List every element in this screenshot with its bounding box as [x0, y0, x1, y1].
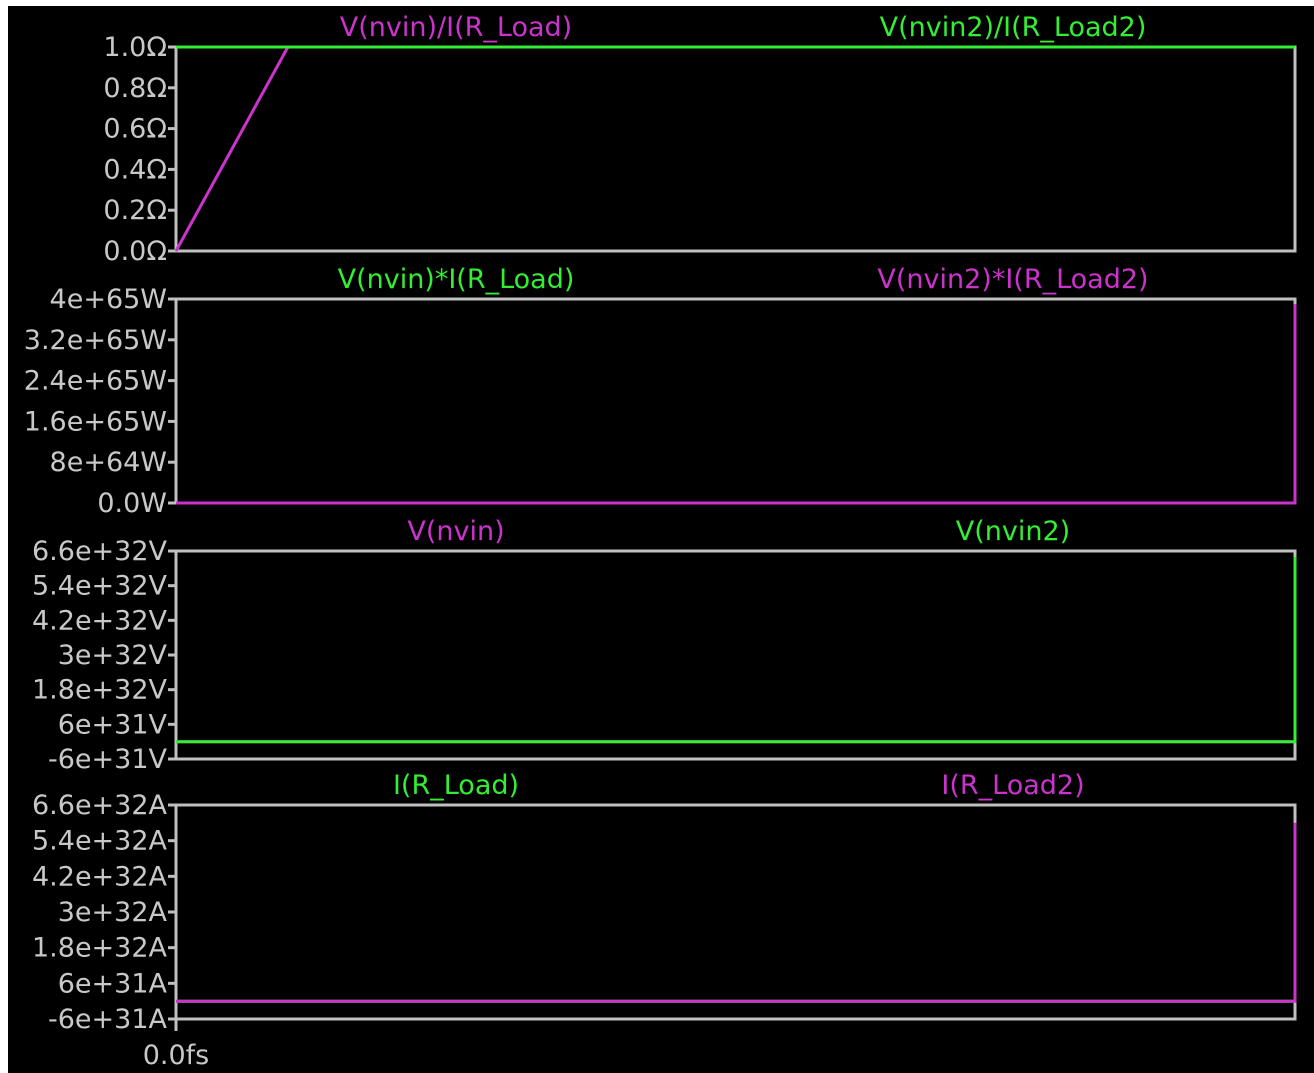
pane-1-y-tick-label: 0.6Ω — [103, 114, 167, 145]
pane-1-y-tick-label: 0.2Ω — [103, 195, 167, 226]
pane-3-y-tick-label: 4.2e+32V — [32, 605, 168, 636]
waveform-viewer: 1.0Ω 0.8Ω 0.6Ω 0.4Ω 0.2Ω 0.0Ω V(nvin)/I(R_Load… — [8, 6, 1314, 1073]
pane-2-y-tick-label: 3.2e+65W — [24, 325, 167, 356]
x-axis-tick-label: 0.0fs — [143, 1040, 210, 1071]
pane-4-y-tick-label: 6.6e+32A — [32, 790, 168, 821]
pane-1-y-tick-label: 0.4Ω — [103, 154, 167, 185]
trace-i-r-load2-[interactable] — [176, 822, 1297, 1003]
pane-4-y-tick-label: 1.8e+32A — [32, 933, 168, 964]
trace-v-nvin2-[interactable] — [176, 556, 1297, 744]
pane-3-y-tick-label: -6e+31V — [48, 744, 168, 775]
waveform-plot[interactable]: 1.0Ω 0.8Ω 0.6Ω 0.4Ω 0.2Ω 0.0Ω V(nvin)/I(R_Load… — [8, 6, 1314, 1073]
pane-4-frame[interactable] — [174, 803, 1297, 1021]
trace-label-i-r-load-[interactable]: I(R_Load) — [393, 770, 519, 801]
trace-label-v-nvin2-[interactable]: V(nvin2) — [956, 516, 1070, 547]
trace-v-nvin2-i-r-load2-[interactable] — [176, 304, 1297, 505]
pane-4-y-tick-label: -6e+31A — [48, 1004, 168, 1035]
trace-label-v-nvin-i-r-load-[interactable]: V(nvin)*I(R_Load) — [338, 264, 575, 295]
pane-2-y-tick-label: 4e+65W — [50, 284, 167, 315]
pane-1-y-tick-label: 1.0Ω — [103, 32, 167, 63]
pane-2-y-tick-label: 8e+64W — [50, 447, 167, 478]
trace-label-v-nvin2-i-r-load2-[interactable]: V(nvin2)/I(R_Load2) — [880, 12, 1147, 43]
pane-4-y-tick-label: 5.4e+32A — [32, 826, 168, 857]
pane-4-y-tick-label: 4.2e+32A — [32, 861, 168, 892]
pane-4-y-tick-label: 3e+32A — [58, 897, 168, 928]
pane-3-y-tick-label: 1.8e+32V — [32, 675, 168, 706]
trace-v-nvin-i-r-load-[interactable] — [174, 45, 1295, 252]
pane-2-y-tick-label: 1.6e+65W — [24, 406, 167, 437]
pane-1-y-tick-label: 0.0Ω — [103, 236, 167, 267]
pane-2-frame[interactable] — [174, 297, 1297, 505]
pane-3-y-tick-label: 6e+31V — [58, 709, 168, 740]
pane-1-y-tick-label: 0.8Ω — [103, 73, 167, 104]
pane-3-frame[interactable] — [174, 549, 1297, 761]
trace-label-v-nvin2-i-r-load2-[interactable]: V(nvin2)*I(R_Load2) — [877, 264, 1148, 295]
pane-1-frame[interactable] — [174, 45, 1297, 253]
trace-label-i-r-load2-[interactable]: I(R_Load2) — [941, 770, 1084, 801]
pane-2-y-tick-label: 0.0W — [97, 488, 167, 519]
pane-3-y-tick-label: 6.6e+32V — [32, 536, 168, 567]
pane-3-y-tick-label: 3e+32V — [58, 640, 168, 671]
trace-label-v-nvin-i-r-load-[interactable]: V(nvin)/I(R_Load) — [340, 12, 572, 43]
pane-2-y-tick-label: 2.4e+65W — [24, 366, 167, 397]
pane-3-y-tick-label: 5.4e+32V — [32, 571, 168, 602]
trace-label-v-nvin-[interactable]: V(nvin) — [407, 516, 504, 547]
pane-4-y-tick-label: 6e+31A — [58, 968, 168, 999]
